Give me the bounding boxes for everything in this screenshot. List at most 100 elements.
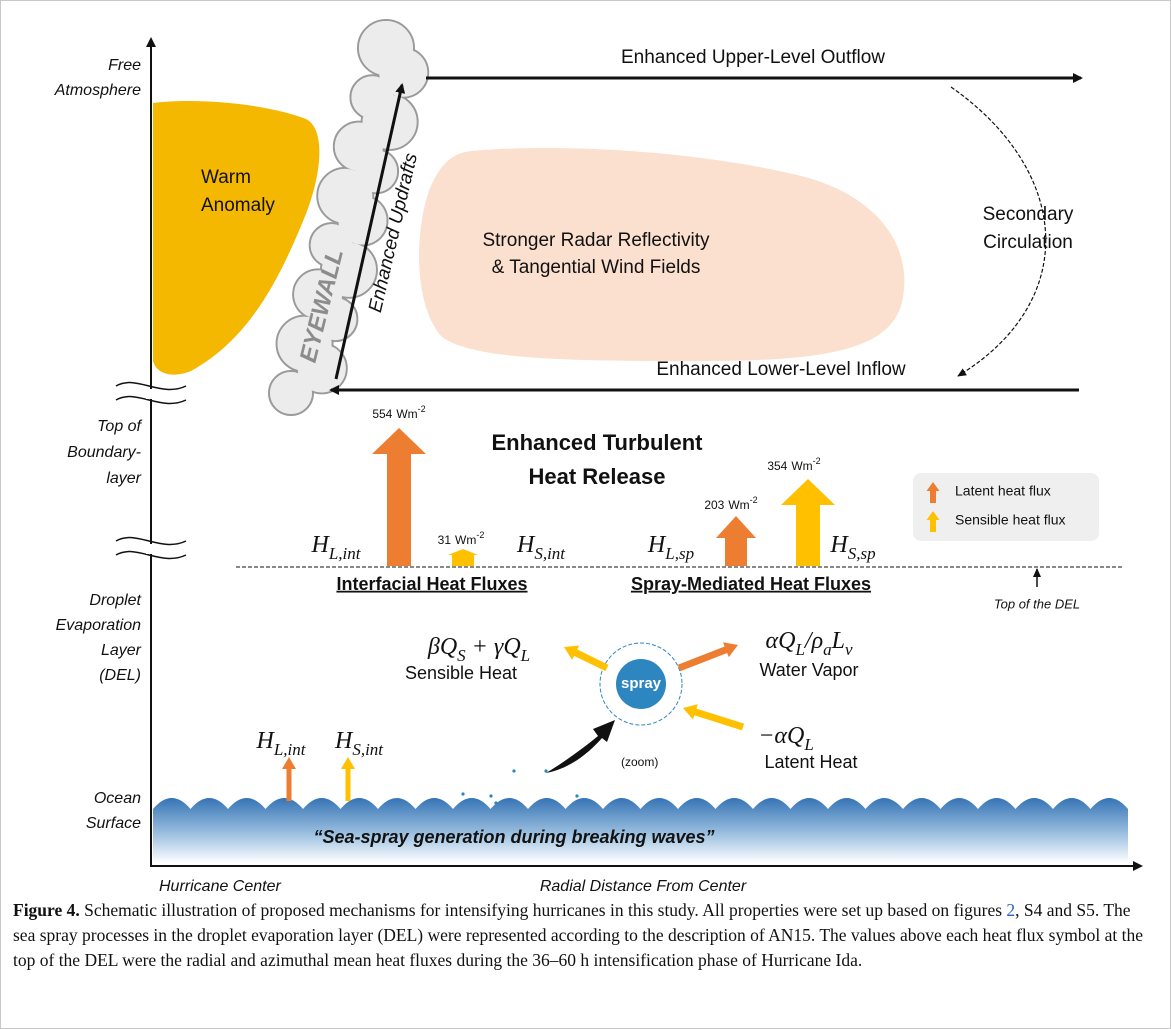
- equation: βQS + γQL: [427, 634, 530, 666]
- layer: Warm Anomaly Stronger Radar Reflectivity & …: [54, 20, 1141, 895]
- axis-label: Top of: [97, 418, 142, 435]
- axis-label: Atmosphere: [54, 82, 141, 99]
- legend-label: Sensible heat flux: [955, 512, 1066, 528]
- exponent: -2: [750, 495, 758, 505]
- vapor-arrow: [678, 642, 738, 671]
- equation-part: L: [831, 628, 845, 654]
- flux-value: 354 Wm-2: [767, 456, 820, 473]
- axis-label: Surface: [86, 815, 141, 832]
- region-label: Circulation: [983, 232, 1073, 253]
- spray-drop: [461, 792, 464, 795]
- region-label: & Tangential Wind Fields: [492, 257, 701, 278]
- surface-flux-arrow: [282, 757, 296, 801]
- reflectivity-region: [419, 148, 904, 361]
- region-label: Anomaly: [201, 195, 275, 216]
- region-label: Secondary: [983, 204, 1074, 225]
- subscript: v: [845, 640, 853, 659]
- symbol: H: [516, 532, 536, 558]
- flux-symbol: HS,int: [516, 532, 566, 564]
- cloud-puff: [359, 21, 413, 75]
- process-label: Latent Heat: [764, 752, 857, 772]
- equation-part: βQ: [427, 634, 457, 660]
- caption: Figure 4. Schematic illustration of prop…: [13, 898, 1153, 973]
- spray-drop: [469, 799, 472, 802]
- equation: αQL/ρaLv: [766, 628, 853, 660]
- axis-break-gap: [146, 389, 156, 399]
- flux-symbol: HL,sp: [647, 532, 694, 564]
- axis-label: Evaporation: [56, 617, 141, 634]
- unit: Wm: [455, 533, 476, 547]
- spray-drop: [544, 769, 547, 772]
- flux-value: 554 Wm-2: [372, 404, 425, 421]
- subscript: L: [520, 646, 530, 665]
- equation-part: + γQ: [466, 634, 521, 660]
- axis-label: Droplet: [89, 592, 141, 609]
- spray-label: spray: [621, 675, 662, 692]
- flux-symbol: HL,int: [256, 728, 307, 760]
- heat-release-label: Heat Release: [529, 464, 666, 489]
- legend-label: Latent heat flux: [955, 483, 1051, 499]
- axis-label: Ocean: [94, 790, 141, 807]
- exponent: -2: [813, 456, 821, 466]
- exponent: -2: [418, 404, 426, 414]
- surface-flux-arrow: [341, 757, 355, 801]
- unit: Wm: [728, 498, 749, 512]
- outflow-label: Enhanced Upper-Level Outflow: [621, 47, 885, 68]
- caption-text: Schematic illustration of proposed mecha…: [80, 900, 1007, 920]
- axis-label: layer: [106, 470, 141, 487]
- spray-drop: [512, 769, 515, 772]
- value: 203: [704, 498, 724, 512]
- latent-arrow: [683, 704, 744, 730]
- subscript: S,int: [534, 544, 566, 563]
- ocean-label: “Sea-spray generation during breaking wa…: [313, 827, 714, 847]
- symbol: H: [334, 728, 354, 754]
- flux-arrow: [372, 428, 426, 566]
- symbol: H: [829, 532, 849, 558]
- equation-part: αQ: [766, 628, 796, 654]
- flux-group-label: Interfacial Heat Fluxes: [336, 574, 527, 594]
- axis-label: Radial Distance From Center: [540, 878, 747, 895]
- figure-frame: Warm Anomaly Stronger Radar Reflectivity & …: [0, 0, 1171, 1029]
- flux-symbol: HS,int: [334, 728, 384, 760]
- region-label: Warm: [201, 167, 251, 188]
- flux-arrow: [448, 549, 478, 566]
- unit: Wm: [791, 459, 812, 473]
- flux-value: 203 Wm-2: [704, 495, 757, 512]
- caption-label: Figure 4.: [13, 900, 80, 920]
- symbol: H: [647, 532, 667, 558]
- caption-link[interactable]: 2: [1006, 900, 1015, 920]
- symbol: H: [256, 728, 276, 754]
- flux-symbol: HL,int: [311, 532, 362, 564]
- subscript: L: [794, 640, 804, 659]
- symbol: H: [311, 532, 331, 558]
- flux-arrow: [716, 516, 756, 566]
- equation: −αQL: [758, 723, 814, 755]
- exponent: -2: [476, 530, 484, 540]
- value: 31: [438, 533, 452, 547]
- axis-label: Layer: [101, 642, 142, 659]
- spray-drop: [494, 801, 497, 804]
- spray-drop: [489, 794, 492, 797]
- process-label: Sensible Heat: [405, 663, 517, 683]
- del-label: Top of the DEL: [994, 596, 1080, 611]
- subscript: S,int: [352, 740, 384, 759]
- axis-label: (DEL): [99, 667, 141, 684]
- subscript: L,int: [328, 544, 362, 563]
- flux-symbol: HS,sp: [829, 532, 875, 564]
- region-label: Stronger Radar Reflectivity: [482, 230, 710, 251]
- flux-arrow: [781, 479, 835, 566]
- equation-part: /ρ: [803, 628, 823, 654]
- zoom-arrow: [546, 720, 615, 773]
- subscript: L,int: [273, 740, 307, 759]
- heat-release-label: Enhanced Turbulent: [491, 430, 703, 455]
- sensible-arrow: [564, 646, 609, 672]
- axis-break-gap: [146, 544, 156, 554]
- value: 354: [767, 459, 787, 473]
- process-label: Water Vapor: [759, 660, 858, 680]
- flux-group-label: Spray-Mediated Heat Fluxes: [631, 574, 871, 594]
- schematic: Warm Anomaly Stronger Radar Reflectivity & …: [1, 1, 1170, 896]
- equation-part: −αQ: [758, 723, 804, 749]
- subscript: a: [823, 640, 832, 659]
- unit: Wm: [396, 407, 417, 421]
- value: 554: [372, 407, 392, 421]
